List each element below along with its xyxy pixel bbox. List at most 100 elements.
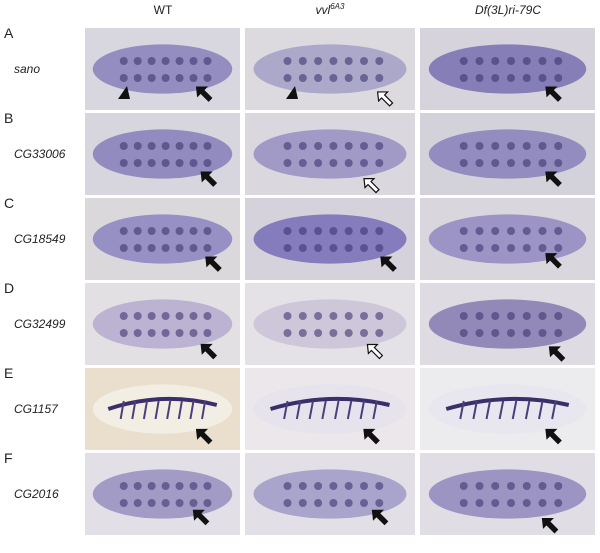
- stain-spot: [344, 482, 353, 490]
- stain-spot: [507, 57, 515, 65]
- arrow: [541, 518, 559, 534]
- embryo: [253, 214, 407, 264]
- stain-spot: [298, 142, 307, 150]
- stain-spot: [507, 312, 515, 320]
- stain-spot: [459, 482, 468, 490]
- stain-spot: [175, 227, 184, 235]
- stain-spot: [203, 74, 212, 82]
- stain-spot: [554, 57, 563, 65]
- stain-spot: [475, 142, 484, 150]
- stain-spot: [344, 312, 353, 320]
- stain-spot: [314, 227, 323, 235]
- trachea-branch: [201, 400, 207, 420]
- stain-spot: [329, 499, 338, 507]
- embryo-panel: [420, 368, 595, 450]
- embryo: [253, 469, 407, 519]
- embryo: [428, 384, 587, 434]
- embryo: [253, 44, 407, 94]
- panel-letter: E: [4, 365, 13, 381]
- stain-spot: [459, 329, 468, 337]
- stain-spot: [344, 159, 353, 167]
- trachea-branch: [551, 400, 557, 420]
- panel-letter: A: [4, 25, 14, 41]
- stain-spot: [161, 142, 170, 150]
- stain-spot: [298, 159, 307, 167]
- stain-spot: [491, 312, 500, 320]
- column-header-superscript: 6A3: [330, 2, 345, 11]
- stain-spot: [119, 244, 128, 252]
- trachea-branch: [177, 400, 183, 420]
- stain-spot: [475, 57, 484, 65]
- stain-spot: [283, 142, 292, 150]
- stain-spot: [189, 329, 198, 337]
- stain-spot: [375, 227, 384, 235]
- panel-letter: D: [4, 280, 14, 296]
- stain-spot: [459, 227, 468, 235]
- arrow: [366, 343, 384, 360]
- stain-spot: [203, 159, 212, 167]
- embryo: [253, 129, 407, 179]
- stain-spot: [189, 159, 198, 167]
- stain-spot: [283, 159, 292, 167]
- stain-spot: [175, 74, 184, 82]
- stain-spot: [344, 329, 353, 337]
- stain-spot: [161, 329, 170, 337]
- trachea-branch: [459, 400, 465, 420]
- stain-spot: [329, 74, 338, 82]
- gene-label: sano: [14, 62, 40, 76]
- trachea-branch: [511, 400, 518, 420]
- stain-spot: [360, 482, 368, 490]
- arrow: [545, 86, 562, 102]
- arrow: [376, 91, 394, 107]
- arrow: [363, 178, 380, 194]
- stain-spot: [538, 142, 547, 150]
- stain-spot: [459, 159, 468, 167]
- stain-spot: [360, 74, 368, 82]
- stain-spot: [133, 329, 142, 337]
- trachea-branch: [189, 400, 195, 420]
- stain-spot: [459, 312, 468, 320]
- stain-spot: [147, 227, 156, 235]
- gene-label: CG32499: [14, 317, 66, 331]
- embryo: [428, 299, 587, 349]
- stain-spot: [475, 227, 484, 235]
- stain-spot: [360, 329, 368, 337]
- embryo-panel: [245, 198, 415, 280]
- stain-spot: [538, 244, 547, 252]
- panel-letter: B: [4, 110, 13, 126]
- stain-spot: [283, 57, 292, 65]
- embryo: [253, 384, 407, 434]
- stain-spot: [314, 57, 323, 65]
- stain-spot: [491, 482, 500, 490]
- stain-spot: [522, 142, 531, 150]
- stain-spot: [161, 74, 170, 82]
- arrow: [545, 428, 562, 445]
- embryo-panel: [245, 453, 415, 535]
- stain-spot: [283, 329, 292, 337]
- stain-spot: [175, 499, 184, 507]
- embryo-panel: [85, 453, 240, 535]
- stain-spot: [522, 227, 531, 235]
- stain-spot: [344, 57, 353, 65]
- stain-spot: [360, 142, 368, 150]
- stain-spot: [147, 329, 156, 337]
- stain-spot: [314, 142, 323, 150]
- stain-spot: [119, 57, 128, 65]
- stain-spot: [147, 159, 156, 167]
- trachea-branch: [321, 400, 327, 420]
- stain-spot: [459, 74, 468, 82]
- stain-spot: [161, 312, 170, 320]
- stain-spot: [203, 312, 212, 320]
- stain-spot: [475, 312, 484, 320]
- stain-spot: [175, 329, 184, 337]
- arrow: [371, 509, 389, 526]
- stain-spot: [314, 482, 323, 490]
- stain-spot: [491, 227, 500, 235]
- stain-spot: [538, 57, 547, 65]
- stain-spot: [554, 499, 563, 507]
- stain-spot: [459, 142, 468, 150]
- stain-spot: [360, 499, 368, 507]
- panel-letter: F: [4, 450, 13, 466]
- embryo-panel: [85, 28, 240, 110]
- stain-spot: [475, 159, 484, 167]
